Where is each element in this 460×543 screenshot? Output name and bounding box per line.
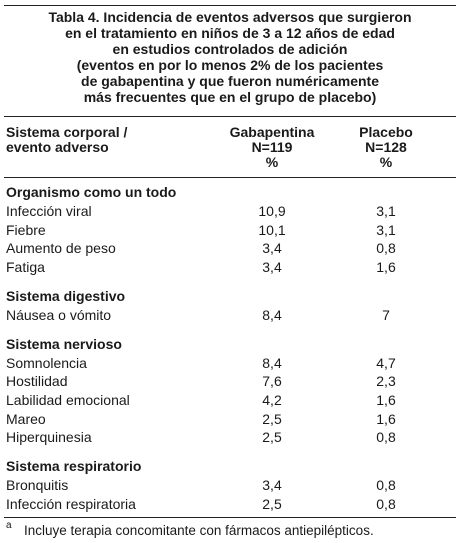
row-label: Labilidad emocional <box>6 391 130 408</box>
cell: 1,6 <box>376 410 396 427</box>
row-label: Fiebre <box>6 221 46 238</box>
rule <box>4 116 456 117</box>
rule <box>4 5 456 6</box>
cell: 3,1 <box>376 221 396 238</box>
title-line: de gabapentina y que fueron numéricament… <box>81 73 379 89</box>
column-header: % <box>379 154 393 170</box>
cell: 1,6 <box>376 391 396 408</box>
cell: 0,8 <box>376 477 396 493</box>
cell: 3,4 <box>262 259 282 276</box>
column-header: Placebo <box>359 124 413 140</box>
cell: 7,6 <box>262 373 282 390</box>
column-header: Sistema corporal / <box>6 124 128 140</box>
row-label: Náusea o vómito <box>6 306 112 323</box>
cell: 4,7 <box>376 354 396 371</box>
rule <box>4 517 456 518</box>
row-label: Aumento de peso <box>6 240 116 257</box>
cell: 8,4 <box>262 354 282 371</box>
row-label: Fatiga <box>6 259 45 276</box>
cell: 2,5 <box>262 429 282 446</box>
column-header: % <box>265 154 279 170</box>
row-label: Bronquitis <box>6 477 69 493</box>
title-line: Tabla 4. Incidencia de eventos adversos … <box>48 9 412 25</box>
cell: 0,8 <box>376 240 396 257</box>
row-label: Somnolencia <box>6 354 87 371</box>
footnote: Incluye terapia concomitante con fármaco… <box>24 523 374 538</box>
cell: 3,4 <box>262 477 282 493</box>
cell: 3,1 <box>376 203 396 219</box>
cell: 2,5 <box>262 410 282 427</box>
cell: 0,8 <box>376 495 396 512</box>
title-line: en estudios controlados de adición <box>112 41 348 57</box>
title-line: en el tratamiento en niños de 3 a 12 año… <box>65 25 395 41</box>
column-header: Gabapentina <box>229 124 315 140</box>
row-label: Infección viral <box>6 203 92 219</box>
row-label: Mareo <box>6 410 46 427</box>
group-header: Sistema digestivo <box>6 287 126 304</box>
cell: 10,9 <box>258 203 286 219</box>
title-line: más frecuentes que en el grupo de placeb… <box>83 89 377 105</box>
footnote-marker: a <box>6 520 12 531</box>
column-header: N=128 <box>365 139 407 155</box>
row-label: Hiperquinesia <box>6 429 92 446</box>
rule <box>4 177 456 178</box>
row-label: Infección respiratoria <box>6 495 136 512</box>
row-label: Hostilidad <box>6 373 68 390</box>
group-header: Sistema respiratorio <box>6 458 142 474</box>
cell: 8,4 <box>262 306 282 323</box>
cell: 1,6 <box>376 259 396 276</box>
group-header: Sistema nervioso <box>6 335 122 352</box>
column-header: N=119 <box>251 139 293 155</box>
cell: 10,1 <box>258 221 286 238</box>
cell: 4,2 <box>262 391 282 408</box>
group-header: Organismo como un todo <box>6 184 177 200</box>
cell: 2,5 <box>262 495 282 512</box>
cell: 7 <box>382 306 390 323</box>
cell: 0,8 <box>376 429 396 446</box>
cell: 3,4 <box>262 240 282 257</box>
title-line: (eventos en por lo menos 2% de los pacie… <box>76 57 384 73</box>
cell: 2,3 <box>376 373 396 390</box>
column-header: evento adverso <box>6 139 109 155</box>
